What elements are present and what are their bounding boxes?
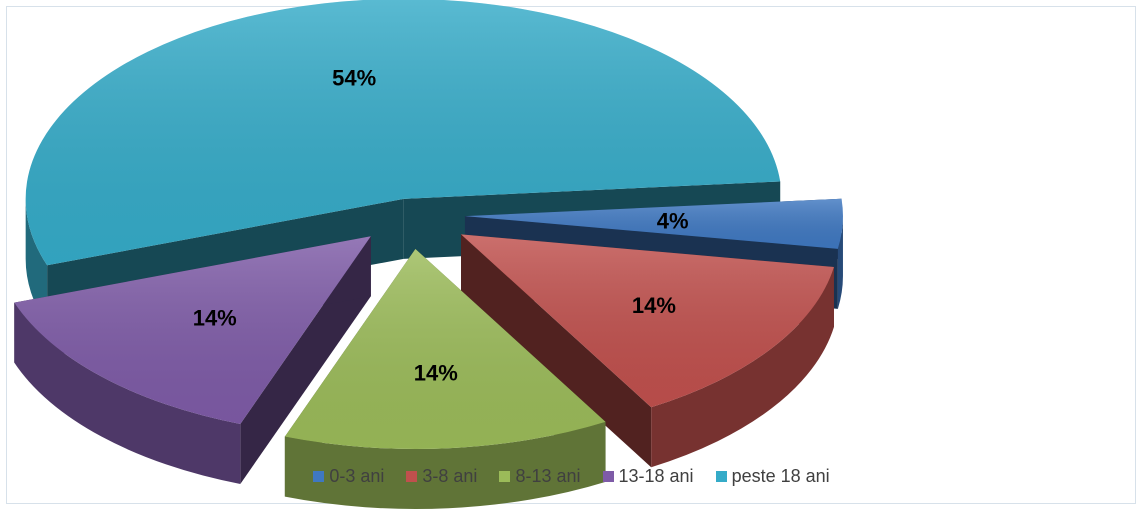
legend-item: 3-8 ani: [406, 466, 477, 487]
slice-highlight: [461, 234, 834, 408]
chart-legend: 0-3 ani 3-8 ani 8-13 ani 13-18 ani peste 18 …: [0, 466, 1143, 487]
data-label-3-8-ani: 14%: [632, 293, 676, 318]
legend-label: peste 18 ani: [731, 466, 830, 486]
slice-side-face: [461, 234, 652, 468]
legend-label: 13-18 ani: [618, 466, 694, 486]
slice-outer-wall: [651, 267, 834, 468]
legend-item: 0-3 ani: [313, 466, 384, 487]
data-label-13-18-ani: 14%: [193, 306, 237, 331]
slice-13-18-ani: [14, 236, 371, 484]
legend-label: 3-8 ani: [422, 466, 478, 486]
legend-item: 8-13 ani: [499, 466, 581, 487]
data-label-8-13-ani: 14%: [414, 360, 458, 385]
slice-highlight: [464, 198, 843, 249]
slice-highlight: [14, 236, 371, 424]
slice-3-8-ani: [461, 234, 834, 468]
slice-outer-wall: [837, 216, 843, 309]
legend-swatch: [499, 471, 511, 482]
legend-swatch: [715, 471, 727, 482]
legend-item: 13-18 ani: [602, 466, 694, 487]
slice-outer-wall: [14, 302, 241, 484]
legend-label: 8-13 ani: [515, 466, 581, 486]
slice-outer-wall: [25, 198, 48, 326]
slice-8-13-ani: [284, 248, 606, 509]
data-label-0-3-ani: 4%: [657, 208, 689, 233]
slice-outer-wall: [284, 421, 606, 509]
slice-highlight: [284, 248, 606, 449]
slice-highlight: [25, 0, 781, 266]
legend-label: 0-3 ani: [329, 466, 385, 486]
legend-swatch: [602, 471, 614, 482]
legend-swatch: [313, 471, 325, 482]
legend-item: peste 18 ani: [715, 466, 830, 487]
legend-swatch: [406, 471, 418, 482]
data-label-peste-18-ani: 54%: [332, 66, 376, 91]
